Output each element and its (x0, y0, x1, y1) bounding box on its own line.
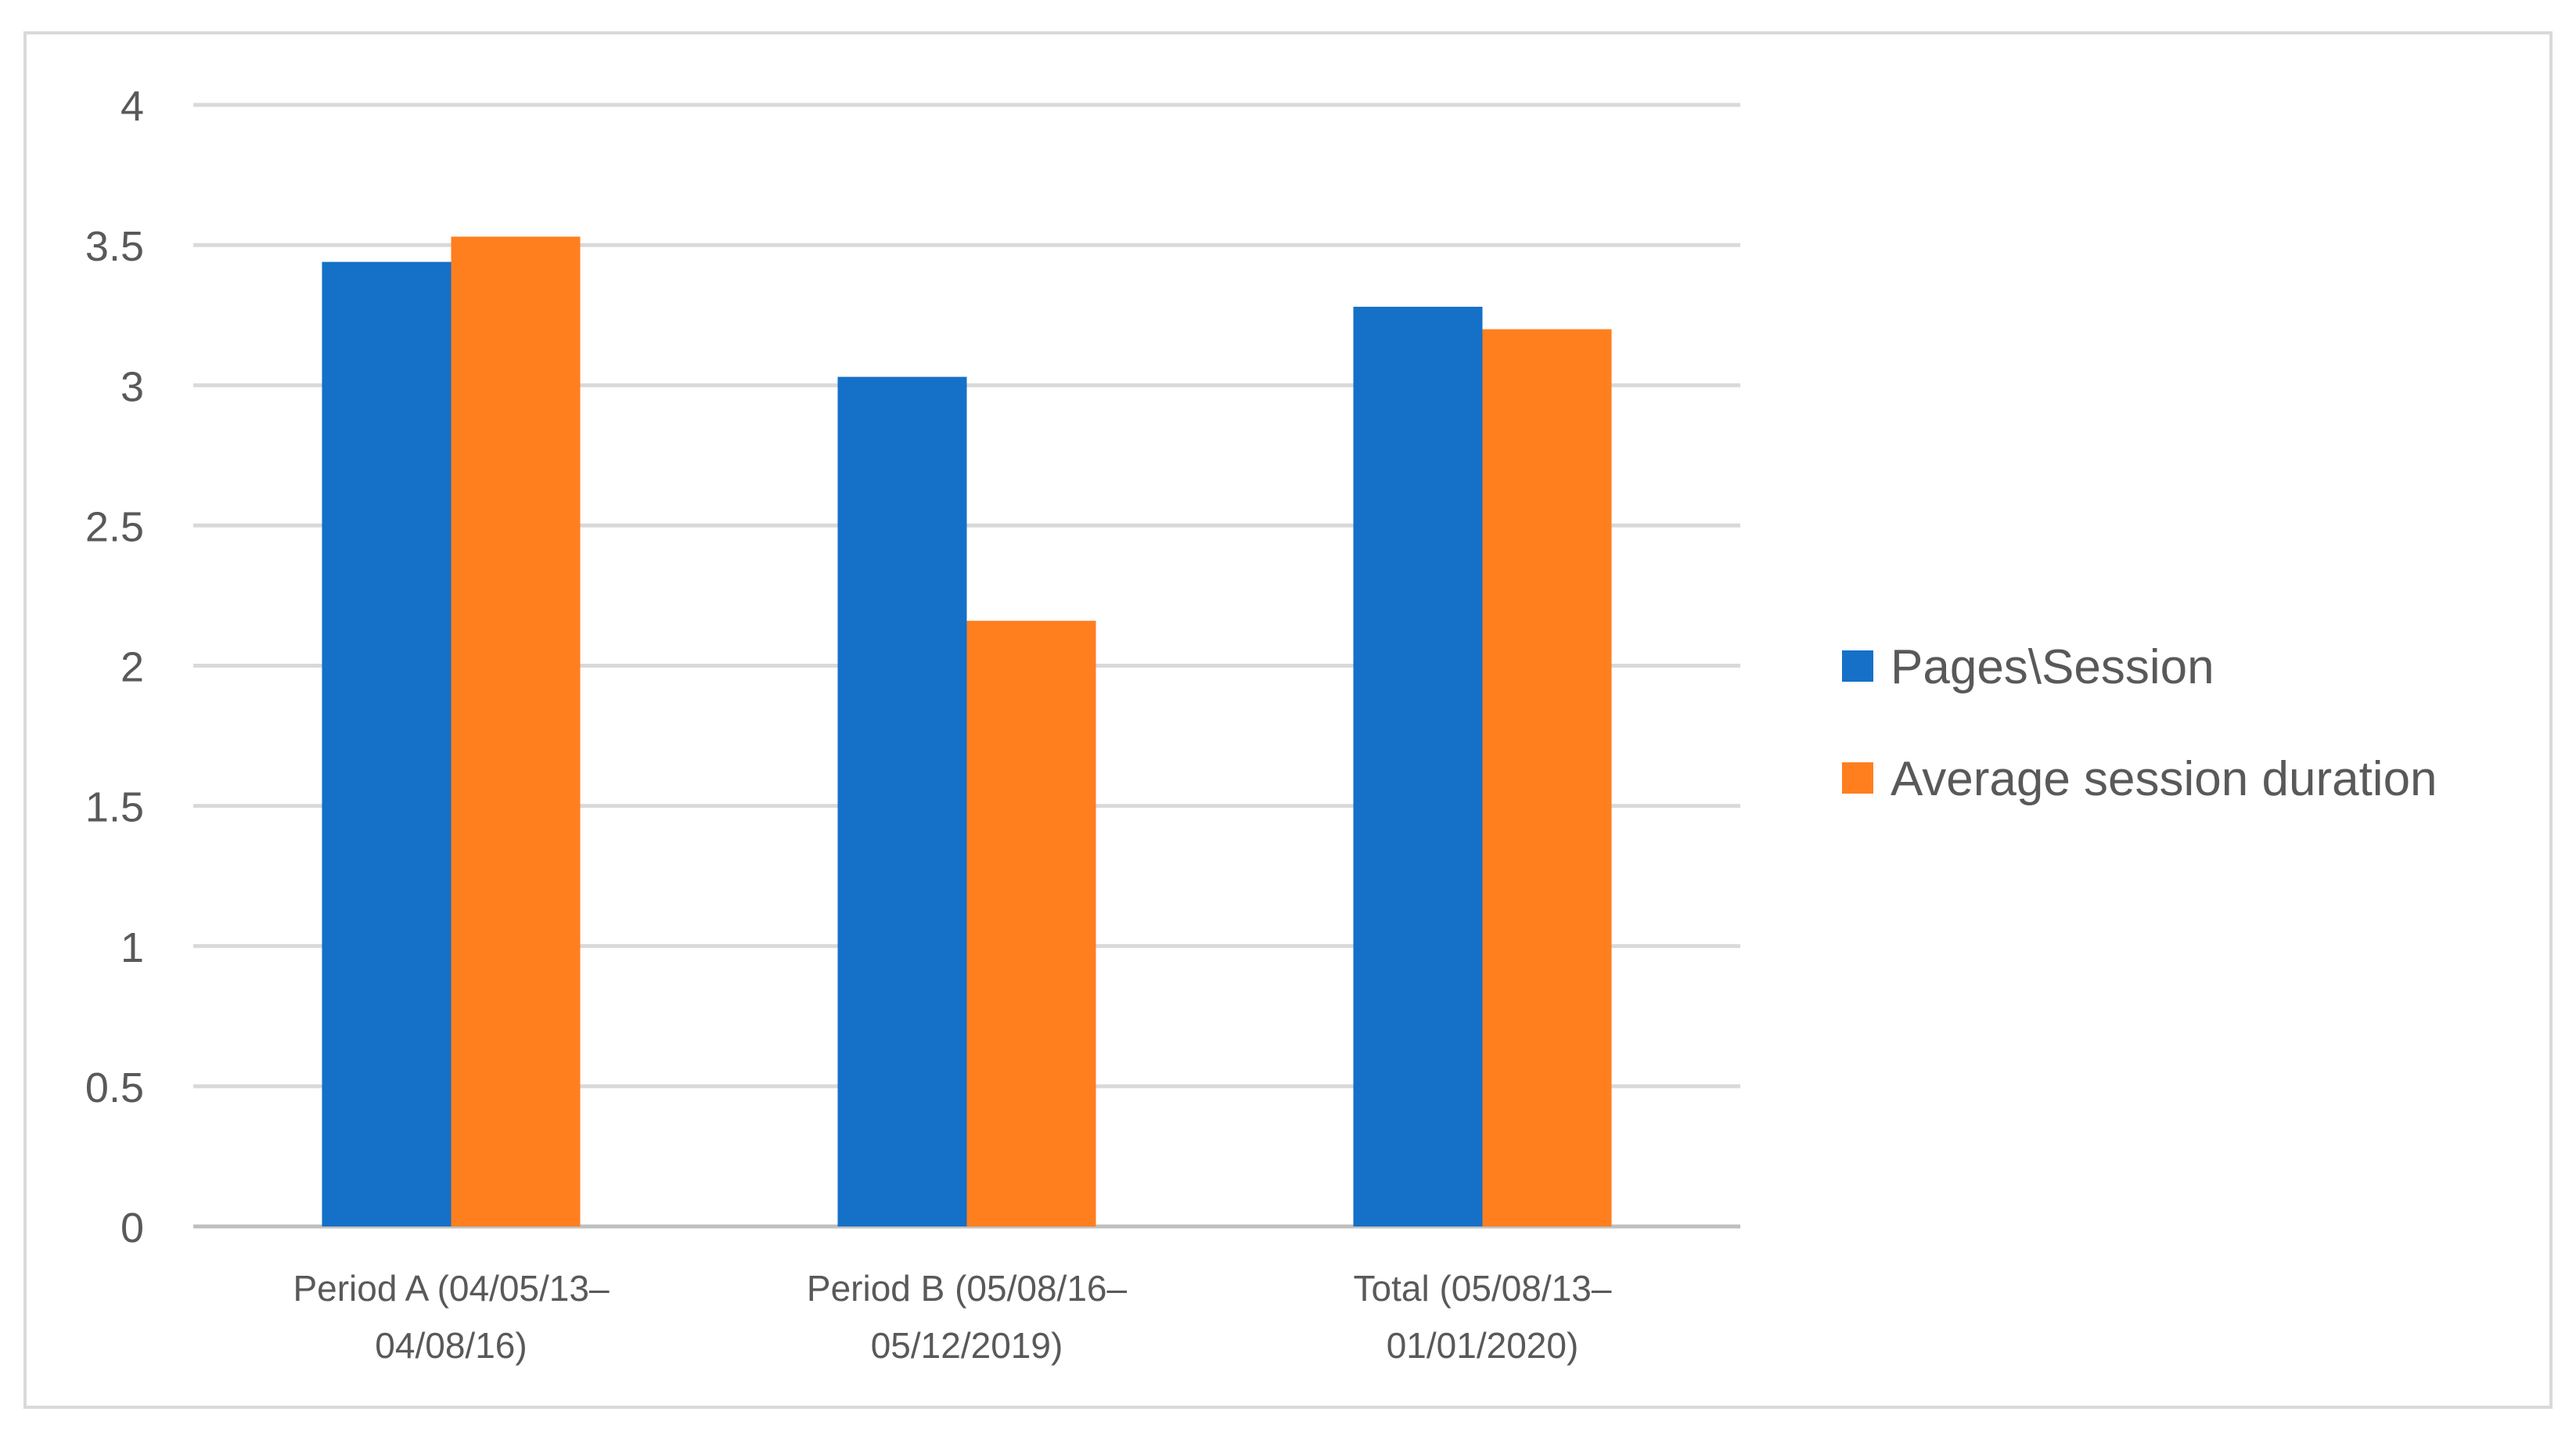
y-tick-label: 0 (121, 1205, 144, 1252)
y-tick-label: 2.5 (85, 503, 144, 550)
legend-label-avg-session-duration: Average session duration (1891, 752, 2437, 806)
bar-avg-session-duration (966, 621, 1096, 1226)
bar-pages-session (322, 261, 452, 1226)
x-category-label: 04/08/16) (375, 1325, 527, 1366)
x-category-label: Period A (04/05/13– (293, 1268, 610, 1309)
bars (322, 236, 1612, 1227)
y-tick-label: 1.5 (85, 784, 144, 831)
x-category-label: 05/12/2019) (871, 1325, 1063, 1366)
y-tick-label: 2 (121, 644, 144, 691)
y-axis-ticks: 0 0.5 1 1.5 2 2.5 3 3.5 4 (85, 83, 144, 1252)
legend-label-pages-session: Pages\Session (1891, 640, 2214, 694)
x-category-label: Period B (05/08/16– (807, 1268, 1128, 1309)
y-tick-label: 0.5 (85, 1064, 144, 1111)
bar-pages-session (837, 376, 967, 1227)
x-category-label: 01/01/2020) (1387, 1325, 1579, 1366)
legend-swatch-pages-session (1842, 650, 1873, 682)
bar-avg-session-duration (1482, 329, 1612, 1227)
y-tick-label: 1 (121, 924, 144, 971)
y-tick-label: 4 (121, 83, 144, 130)
bar-avg-session-duration (451, 236, 581, 1227)
legend-swatch-avg-session-duration (1842, 762, 1873, 794)
bar-chart: 0 0.5 1 1.5 2 2.5 3 3.5 4 Period A (04/05/13– 04/… (85, 83, 2437, 1366)
x-axis-labels: Period A (04/05/13– 04/08/16) Period B (05… (293, 1268, 1611, 1366)
x-category-label: Total (05/08/13– (1354, 1268, 1612, 1309)
y-tick-label: 3.5 (85, 223, 144, 270)
chart-frame: 0 0.5 1 1.5 2 2.5 3 3.5 4 Period A (04/05/13– 04/… (23, 31, 2553, 1409)
legend: Pages\Session Average session duration (1842, 640, 2437, 806)
bar-pages-session (1353, 306, 1483, 1227)
y-tick-label: 3 (121, 363, 144, 410)
